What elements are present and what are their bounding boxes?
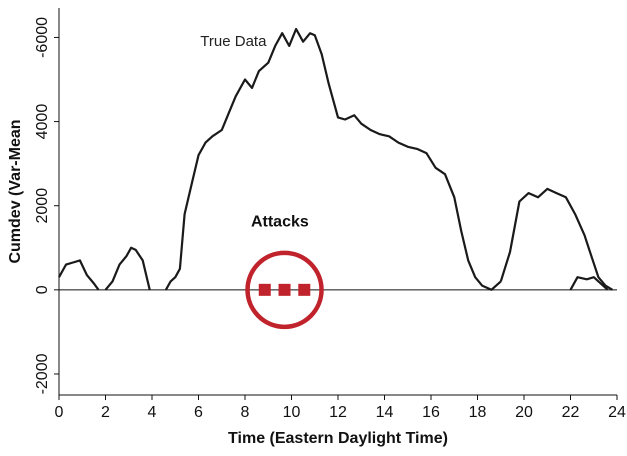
true-data-line bbox=[569, 276, 609, 291]
y-tick-label: 0 bbox=[34, 285, 51, 294]
true-data-line bbox=[164, 27, 502, 291]
attack-marker bbox=[298, 283, 311, 296]
attacks-label: Attacks bbox=[251, 214, 309, 231]
x-tick-label: 20 bbox=[515, 404, 533, 421]
x-tick-label: 2 bbox=[101, 404, 110, 421]
x-tick-label: 0 bbox=[55, 404, 64, 421]
y-tick-label: -2000 bbox=[34, 353, 51, 394]
true-data-label: True Data bbox=[200, 33, 267, 50]
x-tick-label: 12 bbox=[329, 404, 347, 421]
attack-highlight-circle bbox=[245, 250, 324, 330]
y-tick-label: 4000 bbox=[34, 104, 51, 140]
true-data-line bbox=[499, 187, 613, 291]
x-tick-label: 18 bbox=[469, 404, 487, 421]
x-tick-label: 4 bbox=[148, 404, 157, 421]
label-layer: Time (Eastern Daylight Time) Cumdev (Var… bbox=[7, 33, 448, 447]
x-tick-label: 16 bbox=[422, 404, 440, 421]
y-tick-label: 2000 bbox=[34, 188, 51, 224]
x-tick-label: 24 bbox=[608, 404, 626, 421]
attack-marker bbox=[258, 283, 271, 296]
x-tick-label: 10 bbox=[283, 404, 301, 421]
true-data-line bbox=[58, 259, 100, 291]
x-tick-label: 8 bbox=[241, 404, 250, 421]
x-tick-label: 14 bbox=[376, 404, 394, 421]
attack-marker bbox=[278, 283, 291, 296]
y-tick-label: -6000 bbox=[34, 17, 51, 58]
x-axis-title: Time (Eastern Daylight Time) bbox=[228, 430, 448, 447]
series-layer bbox=[58, 27, 613, 291]
x-tick-label: 22 bbox=[562, 404, 580, 421]
true-data-line bbox=[104, 246, 151, 291]
x-tick-label: 6 bbox=[194, 404, 203, 421]
marker-layer bbox=[245, 250, 324, 330]
y-axis-title: Cumdev (Var-Mean bbox=[7, 119, 24, 263]
